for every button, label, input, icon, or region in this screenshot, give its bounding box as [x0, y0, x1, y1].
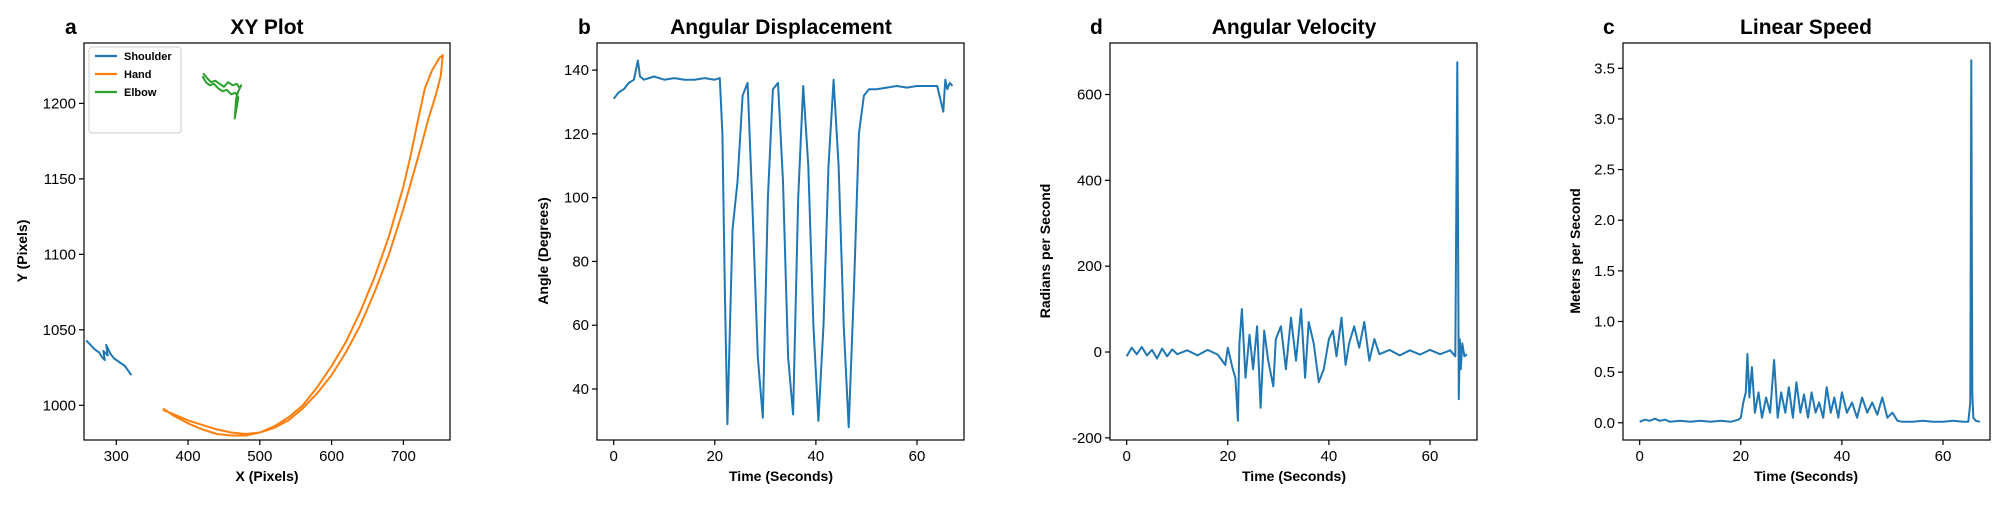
y-axis-label: Meters per Second: [1567, 188, 1583, 313]
y-axis-label: Radians per Second: [1037, 184, 1053, 319]
axes-frame: [83, 42, 451, 441]
x-tick-label: 0: [1636, 448, 1644, 465]
y-tick-label: 1050: [43, 322, 76, 339]
tick-layer: 300 400 500 600 700 1000 1050 1100 1150 1200: [43, 95, 416, 465]
x-tick-label: 0: [1123, 448, 1131, 465]
chart-title: Linear Speed: [1740, 16, 1872, 39]
x-tick-label: 0: [610, 448, 618, 465]
x-tick-label: 300: [104, 448, 129, 465]
y-tick-label: 80: [572, 253, 589, 270]
panel-angular-displacement: b Angular Displacement Time (Seconds) An…: [535, 16, 965, 484]
chart-title: Angular Velocity: [1212, 16, 1377, 39]
series-line-hand: [162, 54, 444, 437]
y-tick-label: 120: [564, 126, 589, 143]
y-tick-label: 2.5: [1594, 162, 1615, 179]
y-tick-label: 1.0: [1594, 314, 1615, 331]
x-tick-label: 40: [1834, 448, 1851, 465]
x-tick-label: 20: [1219, 448, 1236, 465]
y-tick-label: 140: [564, 62, 589, 79]
y-tick-label: 1200: [43, 95, 76, 112]
x-tick-label: 40: [808, 448, 825, 465]
panel-letter: a: [65, 16, 77, 39]
y-tick-label: 3.0: [1594, 111, 1615, 128]
y-tick-label: 400: [1077, 172, 1102, 189]
tick-layer: 0 20 40 60 0.0 0.5 1.0 1.5 2.0 2.5 3.0 3.5: [1594, 60, 1951, 465]
y-tick-label: 200: [1077, 258, 1102, 275]
tick-layer: 0 20 40 60 40 60 80 100 120 140: [564, 62, 925, 465]
y-tick-label: 2.0: [1594, 212, 1615, 229]
x-tick-label: 40: [1321, 448, 1338, 465]
x-axis-label: Time (Seconds): [1754, 468, 1858, 484]
y-tick-label: 0.0: [1594, 415, 1615, 432]
y-axis-label: Angle (Degrees): [535, 197, 551, 304]
y-tick-label: 3.5: [1594, 60, 1615, 77]
axes-frame: [596, 42, 965, 441]
y-tick-label: 100: [564, 190, 589, 207]
y-tick-label: 40: [572, 381, 589, 398]
y-tick-label: 600: [1077, 87, 1102, 104]
series-line-0: [1125, 61, 1468, 422]
y-tick-label: 0.5: [1594, 364, 1615, 381]
x-tick-label: 700: [391, 448, 416, 465]
panel-xy-plot: a XY Plot X (Pixels) Y (Pixels) 300 400 50…: [14, 16, 451, 484]
series-layer: [612, 59, 954, 429]
panel-angular-velocity: d Angular Velocity Time (Seconds) Radian…: [1037, 16, 1478, 484]
x-tick-label: 500: [247, 448, 272, 465]
legend-entry-hand: Hand: [124, 69, 152, 81]
x-axis-label: Time (Seconds): [729, 468, 833, 484]
axes-frame: [1109, 42, 1478, 441]
axes-frame: [1622, 42, 1991, 441]
x-tick-label: 400: [176, 448, 201, 465]
panel-letter: b: [578, 16, 591, 39]
y-axis-label: Y (Pixels): [14, 220, 30, 283]
x-tick-label: 60: [909, 448, 926, 465]
y-tick-label: 1100: [44, 246, 76, 263]
y-tick-label: -200: [1072, 430, 1102, 447]
series-layer: [1639, 59, 1981, 423]
panel-letter: c: [1603, 16, 1615, 39]
chart-title: XY Plot: [230, 16, 303, 39]
panel-letter: d: [1090, 16, 1103, 39]
legend: Shoulder Hand Elbow: [88, 46, 182, 134]
legend-box: [88, 46, 182, 134]
chart-title: Angular Displacement: [670, 16, 892, 39]
legend-entry-shoulder: Shoulder: [124, 51, 172, 63]
y-tick-label: 0: [1094, 344, 1102, 361]
series-line-0: [612, 59, 954, 429]
panel-linear-speed: c Linear Speed Time (Seconds) Meters per…: [1567, 16, 1991, 484]
series-line-0: [1639, 59, 1981, 423]
x-tick-label: 600: [319, 448, 344, 465]
y-tick-label: 60: [572, 317, 589, 334]
series-line-shoulder: [85, 339, 133, 376]
x-tick-label: 20: [706, 448, 723, 465]
x-axis-label: X (Pixels): [235, 468, 298, 484]
x-tick-label: 60: [1935, 448, 1952, 465]
series-layer: [1125, 61, 1468, 422]
y-tick-label: 1000: [43, 397, 76, 414]
x-tick-label: 20: [1732, 448, 1749, 465]
y-tick-label: 1150: [44, 171, 76, 188]
y-tick-label: 1.5: [1594, 263, 1615, 280]
tick-layer: 0 20 40 60 -200 0 200 400 600: [1072, 87, 1438, 465]
series-line-elbow: [201, 72, 243, 120]
legend-entry-elbow: Elbow: [124, 87, 157, 99]
x-axis-label: Time (Seconds): [1242, 468, 1346, 484]
x-tick-label: 60: [1422, 448, 1439, 465]
series-layer: [85, 54, 444, 437]
